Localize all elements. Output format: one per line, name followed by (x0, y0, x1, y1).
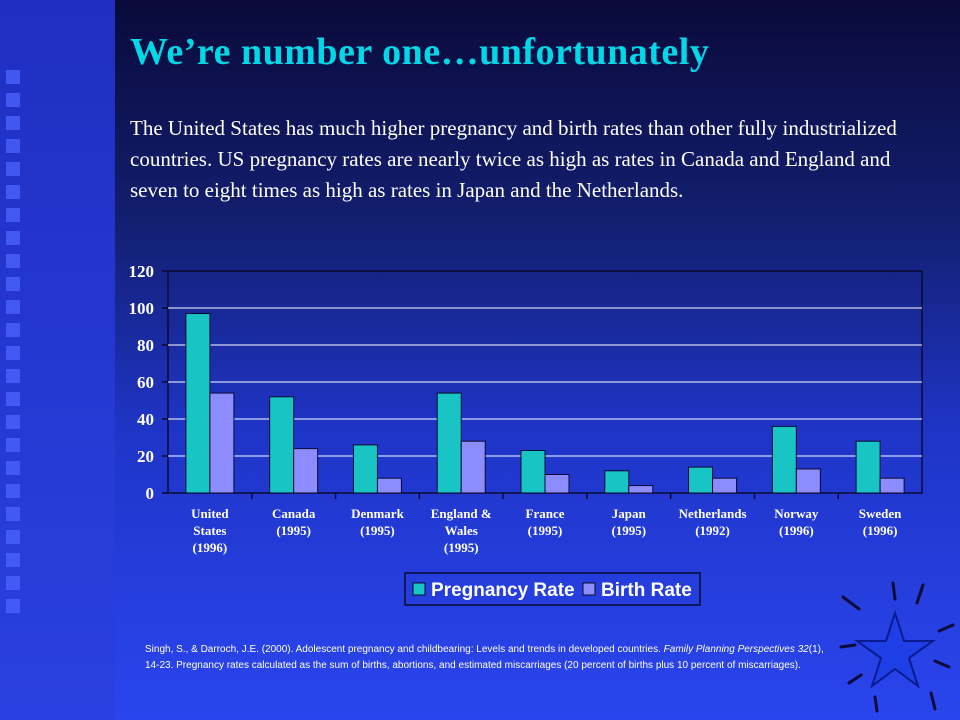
x-category-label-line: United (191, 506, 229, 521)
birth-rate-bar (879, 477, 905, 494)
y-tick-label: 20 (137, 447, 154, 466)
birth-rate-bar (628, 485, 654, 494)
citation-details: (1), 14-23. Pregnancy rates calculated a… (145, 644, 824, 671)
pregnancy-rate-bar (185, 313, 211, 494)
birth-rate-bar (376, 477, 402, 494)
birth-rate-bar (209, 392, 235, 494)
x-category-label-line: (1995) (360, 523, 395, 538)
square-column-decoration (6, 70, 24, 622)
x-category-label-line: Japan (612, 506, 647, 521)
y-tick-label: 100 (129, 299, 155, 318)
birth-rate-bar (544, 474, 570, 494)
pregnancy-rate-bar (771, 425, 797, 494)
y-tick-label: 40 (137, 410, 154, 429)
x-category-label-line: Sweden (859, 506, 902, 521)
x-category-label-line: (1996) (193, 540, 228, 555)
x-category-label-line: England & (431, 506, 492, 521)
slide-title: We’re number one…unfortunately (130, 31, 710, 73)
x-category-label: Denmark (1995) (351, 506, 404, 538)
birth-rate-bar (460, 440, 486, 494)
y-tick-label: 60 (137, 373, 154, 392)
legend-swatch-pregnancy (412, 582, 426, 596)
x-category-label-line: (1996) (863, 523, 898, 538)
x-category-label: Netherlands (1992) (679, 506, 747, 538)
birth-rate-bar (293, 448, 319, 494)
x-category-label-line: (1995) (528, 523, 563, 538)
pregnancy-rate-bar (520, 449, 546, 494)
birth-rate-bar (712, 477, 738, 494)
legend-label-birth: Birth Rate (601, 580, 692, 601)
y-tick-label: 80 (137, 336, 154, 355)
x-category-label-line: Wales (445, 523, 478, 538)
pregnancy-rate-bar (604, 470, 630, 494)
x-category-label-line: France (526, 506, 565, 521)
pregnancy-rate-bar (352, 444, 378, 494)
x-category-label: France (1995) (526, 506, 565, 538)
pregnancy-rate-bar (436, 392, 462, 494)
citation-text: Singh, S., & Darroch, J.E. (2000). Adole… (145, 644, 664, 655)
x-category-label-line: Netherlands (679, 506, 747, 521)
birth-rate-bar (795, 468, 821, 494)
x-category-label-line: (1995) (276, 523, 311, 538)
x-category-label-line: Denmark (351, 506, 404, 521)
intro-paragraph: The United States has much higher pregna… (130, 116, 897, 202)
x-category-label: Japan (1995) (611, 506, 646, 538)
legend-label-pregnancy: Pregnancy Rate (431, 580, 575, 601)
legend-box (404, 572, 701, 606)
x-category-label: Sweden (1996) (859, 506, 902, 538)
x-category-label: Canada (1995) (272, 506, 316, 538)
star-icon (839, 581, 955, 713)
x-category-label-line: (1995) (444, 540, 479, 555)
x-category-label-line: (1995) (611, 523, 646, 538)
pregnancy-rate-bar (688, 466, 714, 494)
sidebar-decoration (0, 0, 115, 720)
x-category-label: United States (1996) (191, 506, 229, 555)
x-category-label-line: States (193, 523, 226, 538)
x-category-label: England & Wales (1995) (431, 506, 492, 555)
bar-chart: 0 20 40 60 80 100 120 United States (1996) Canada (… (100, 255, 940, 625)
pregnancy-rate-bar (855, 440, 881, 494)
citation-journal: Family Planning Perspectives 32 (663, 644, 809, 655)
pregnancy-rate-bar (269, 396, 295, 494)
x-category-label-line: (1992) (695, 523, 730, 538)
legend-swatch-birth (582, 582, 596, 596)
y-tick-label: 120 (129, 262, 155, 281)
x-category-label-line: Canada (272, 506, 316, 521)
y-tick-label: 0 (146, 484, 155, 503)
x-category-label-line: Norway (774, 506, 819, 521)
citation: Singh, S., & Darroch, J.E. (2000). Adole… (145, 642, 835, 674)
chart-svg: 0 20 40 60 80 100 120 United States (1996) Canada (… (129, 262, 923, 606)
x-category-label: Norway (1996) (774, 506, 819, 538)
x-category-label-line: (1996) (779, 523, 814, 538)
